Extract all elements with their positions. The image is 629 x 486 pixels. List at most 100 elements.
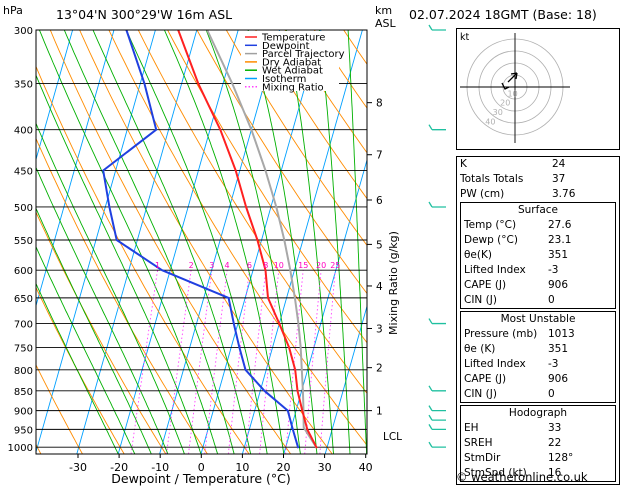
row-value: 128° — [548, 452, 574, 464]
isotherm-line — [283, 158, 367, 454]
row-value: 0 — [548, 388, 555, 400]
row-key: StmSpd (kt) — [464, 467, 527, 479]
table-row: CAPE (J) 906 — [461, 278, 615, 293]
row-key: Totals Totals — [460, 173, 524, 185]
credit-text: © weatheronline.co.uk — [456, 470, 588, 484]
storm-motion-arrow — [507, 72, 518, 83]
isotherm-line — [200, 30, 322, 454]
table-row: K 24 — [457, 157, 619, 172]
isotherm-line — [324, 304, 367, 454]
table-row: Lifted Index -3 — [461, 263, 615, 278]
table-row: θe (K) 351 — [461, 342, 615, 357]
surface-title: Surface — [517, 204, 558, 216]
most-unstable-title: Most Unstable — [500, 313, 576, 325]
isotherm-line — [36, 30, 115, 308]
hodograph-ring-label: 40 — [485, 117, 495, 126]
pressure-tick-label: 500 — [14, 203, 33, 214]
table-row: EH 33 — [461, 421, 615, 436]
km-tick-label: 6 — [376, 195, 383, 207]
surface-section: Surface Temp (°C) 27.6 Dewp (°C) 23.1 θe(K) 3… — [460, 202, 616, 309]
wind-barb — [428, 385, 446, 392]
pressure-unit: hPa — [3, 4, 23, 17]
pressure-tick-label: 300 — [14, 26, 33, 37]
km-tick-label: 5 — [376, 239, 383, 251]
x-tick-label: -30 — [69, 461, 87, 474]
row-value: 351 — [548, 343, 569, 355]
row-value: 37 — [552, 173, 566, 185]
row-value: 0 — [548, 294, 555, 306]
wind-barb — [428, 124, 446, 131]
temperature-line — [177, 30, 318, 449]
pressure-tick-label: 350 — [14, 79, 33, 90]
table-row: Dewp (°C) 23.1 — [461, 233, 615, 248]
row-key: Temp (°C) — [464, 219, 517, 231]
pressure-tick-label: 950 — [14, 425, 33, 436]
mixing-ratio-label: 8 — [263, 261, 268, 270]
row-key: EH — [464, 422, 479, 434]
row-key: CIN (J) — [464, 388, 497, 400]
row-value: -3 — [548, 264, 559, 276]
lcl-label: LCL — [383, 431, 402, 443]
x-tick-label: 30 — [318, 461, 332, 474]
pressure-tick-label: 700 — [14, 320, 33, 331]
legend-entry: Parcel Trajectory — [262, 49, 345, 60]
table-row: θe(K) 351 — [461, 248, 615, 263]
row-key: Lifted Index — [464, 358, 526, 370]
wind-barb — [428, 441, 446, 448]
hodograph-panel: 10 20 30 40 kt — [456, 28, 620, 150]
table-row: CIN (J) 0 — [461, 293, 615, 308]
row-key: SREH — [464, 437, 493, 449]
km-tick-label: 8 — [376, 98, 383, 110]
mixing-ratio-label: 15 — [298, 261, 308, 270]
table-row: CIN (J) 0 — [461, 387, 615, 402]
dewpoint-line — [102, 30, 300, 449]
location-title: 13°04'N 300°29'W 16m ASL — [56, 7, 233, 22]
pressure-tick-label: 450 — [14, 166, 33, 177]
table-row: SREH 22 — [461, 436, 615, 451]
hodograph-unit: kt — [460, 32, 470, 43]
indices-table: K 24 Totals Totals 37 PW (cm) 3.76 Surface Te… — [456, 156, 620, 485]
row-value: 33 — [548, 422, 562, 434]
wind-barb — [428, 24, 446, 31]
wind-barb — [428, 318, 446, 325]
row-key: StmDir — [464, 452, 501, 464]
isotherm-line — [76, 30, 198, 454]
hodograph-ring-label: 30 — [493, 108, 503, 117]
legend-entry: Dry Adiabat — [262, 57, 321, 68]
mixing-ratio-label: 3 — [209, 261, 214, 270]
row-value: 351 — [548, 249, 569, 261]
pressure-tick-label: 550 — [14, 236, 33, 247]
mixing-ratio-label: 10 — [274, 261, 284, 270]
legend-entry: Mixing Ratio — [262, 82, 324, 93]
isotherm-line — [241, 30, 363, 454]
row-value: 22 — [548, 437, 562, 449]
km-tick-label: 2 — [376, 363, 383, 375]
pressure-tick-label: 800 — [14, 366, 33, 377]
dry-adiabat — [284, 30, 367, 154]
row-value: 27.6 — [548, 219, 572, 231]
table-row: StmSpd (kt) 16 — [461, 466, 615, 481]
pressure-tick-label: 400 — [14, 126, 33, 137]
row-key: θe (K) — [464, 343, 496, 355]
x-tick-label: 20 — [277, 461, 291, 474]
table-row: CAPE (J) 906 — [461, 372, 615, 387]
row-value: 906 — [548, 373, 569, 385]
row-value: 16 — [548, 467, 562, 479]
datetime-title: 02.07.2024 18GMT (Base: 18) — [409, 7, 597, 22]
legend-entry: Temperature — [261, 33, 325, 44]
km-unit: km — [375, 4, 393, 17]
pressure-tick-label: 850 — [14, 387, 33, 398]
table-row: Lifted Index -3 — [461, 357, 615, 372]
row-key: Pressure (mb) — [464, 328, 538, 340]
pressure-tick-label: 600 — [14, 266, 33, 277]
mixing-ratio-label: 2 — [189, 261, 194, 270]
mixing-ratio-label: 25 — [330, 261, 340, 270]
legend-entry: Isotherm — [262, 74, 306, 85]
row-key: K — [460, 158, 467, 170]
wind-barb — [428, 201, 446, 208]
wind-barb — [428, 405, 446, 412]
hodograph-ring-label: 10 — [508, 89, 518, 98]
km-tick-label: 4 — [376, 281, 383, 293]
row-key: PW (cm) — [460, 188, 505, 200]
row-value: 3.76 — [552, 188, 576, 200]
